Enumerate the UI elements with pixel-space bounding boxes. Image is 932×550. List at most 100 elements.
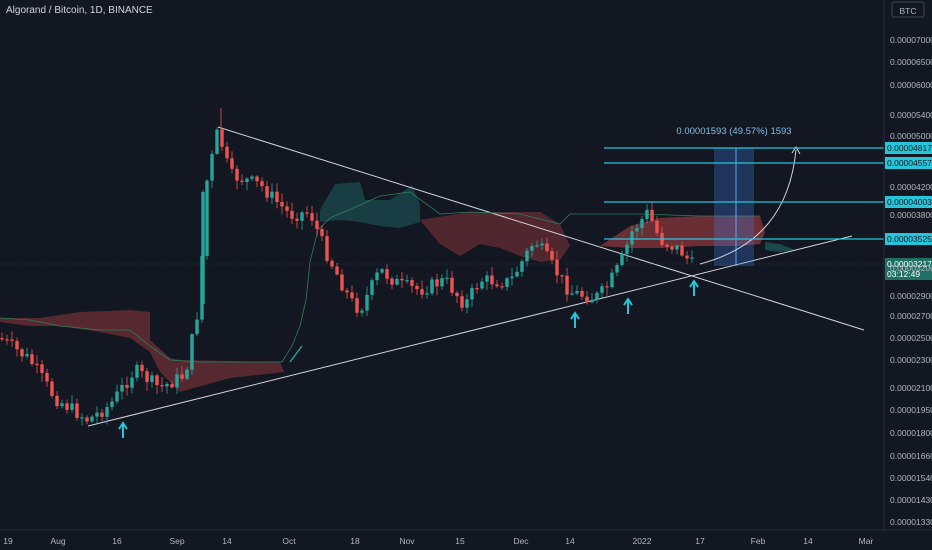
candle-body (330, 260, 334, 267)
candle-body (630, 231, 634, 245)
candle-body (320, 228, 324, 237)
price-level-tag (885, 233, 932, 245)
candle-body (540, 243, 544, 246)
cloud-green-1 (320, 182, 420, 228)
candle-body (210, 153, 214, 181)
price-tick-label: 0.00002900 (890, 291, 932, 301)
candle-body (310, 213, 314, 221)
candle-body (445, 277, 449, 279)
candle-body (610, 272, 614, 288)
candle-body (35, 363, 39, 366)
candle-body (460, 296, 464, 308)
price-tick-label: 0.00006500 (890, 57, 932, 67)
candle-body (140, 364, 144, 372)
price-level-label: 0.00004557 (887, 158, 932, 168)
candle-body (170, 383, 174, 388)
time-tick-label: 18 (350, 536, 360, 546)
time-tick-label: 17 (695, 536, 705, 546)
arrow-up-icon-head (623, 297, 633, 306)
candle-body (370, 280, 374, 295)
candle-body (625, 244, 629, 255)
candle-body (480, 281, 484, 289)
descending-trendline[interactable] (217, 126, 865, 331)
candle-body (505, 278, 509, 287)
candle-body (65, 403, 69, 410)
candle-body (10, 339, 14, 341)
projection-label: 0.00001593 (49.57%) 1593 (676, 126, 791, 137)
candle-body (180, 374, 184, 379)
candle-body (600, 286, 604, 293)
candle-body (120, 384, 124, 392)
candle-body (620, 254, 624, 266)
candle-body (225, 146, 229, 159)
candle-body (590, 299, 594, 303)
price-tick-label: 0.00001330 (890, 517, 932, 527)
candle-body (360, 310, 364, 313)
price-tick-label: 0.00001800 (890, 428, 932, 438)
price-tick-label: 0.00006000 (890, 80, 932, 90)
current-price-label: 0.00003217 (887, 259, 932, 269)
candle-body (280, 201, 284, 207)
candle-body (440, 278, 444, 287)
candle-body (340, 274, 344, 291)
candle-body (550, 251, 554, 260)
candle-body (270, 191, 274, 198)
candle-body (500, 286, 504, 288)
candle-body (160, 385, 164, 387)
candle-body (80, 417, 84, 419)
price-axis-unit: BTC (900, 6, 917, 16)
cloud-red-1 (0, 310, 284, 392)
time-tick-label: Oct (282, 536, 296, 546)
candle-body (335, 266, 339, 275)
candle-body (530, 246, 534, 251)
time-tick-label: 16 (112, 536, 122, 546)
price-tick-label: 0.00001430 (890, 495, 932, 505)
price-tick-label: 0.00001660 (890, 451, 932, 461)
candle-body (560, 275, 564, 277)
candle-body (145, 371, 149, 382)
candle-body (195, 319, 199, 335)
price-tick-label: 0.00007000 (890, 35, 932, 45)
candle-body (605, 286, 609, 288)
price-tick-label: 0.00003800 (890, 210, 932, 220)
price-level-label: 0.00004817 (887, 143, 932, 153)
candle-body (675, 245, 679, 250)
candle-body (485, 275, 489, 282)
time-tick-label: Nov (399, 536, 415, 546)
candle-body (650, 209, 654, 221)
time-tick-label: 14 (222, 536, 232, 546)
candle-body (645, 209, 649, 220)
ichimoku-span-line (0, 191, 760, 363)
candle-body (565, 275, 569, 295)
candle-body (375, 272, 379, 281)
candle-body (40, 364, 44, 373)
price-tick-label: 0.00002100 (890, 383, 932, 393)
candle-body (570, 293, 574, 295)
countdown-label: 03:12:49 (887, 269, 920, 279)
candle-body (135, 364, 139, 378)
candle-body (215, 129, 219, 154)
candle-body (20, 349, 24, 357)
candle-body (245, 178, 249, 183)
candle-body (235, 168, 239, 181)
candle-body (535, 245, 539, 247)
candle-body (420, 289, 424, 295)
price-level-tag (885, 157, 932, 169)
candle-body (385, 269, 389, 279)
candle-body (425, 293, 429, 295)
candle-body (465, 299, 469, 308)
candle-body (435, 279, 439, 287)
ichimoku-green-segment (289, 345, 303, 363)
price-tick-label: 0.00001540 (890, 473, 932, 483)
price-tick-label: 0.00002300 (890, 355, 932, 365)
candle-body (575, 291, 579, 294)
candle-body (680, 245, 684, 256)
candle-body (585, 296, 589, 303)
candle-body (365, 294, 369, 311)
time-tick-label: 14 (803, 536, 813, 546)
ascending-trendline[interactable] (87, 235, 853, 427)
candle-body (155, 375, 159, 386)
candle-body (265, 186, 269, 198)
candle-body (290, 210, 294, 219)
